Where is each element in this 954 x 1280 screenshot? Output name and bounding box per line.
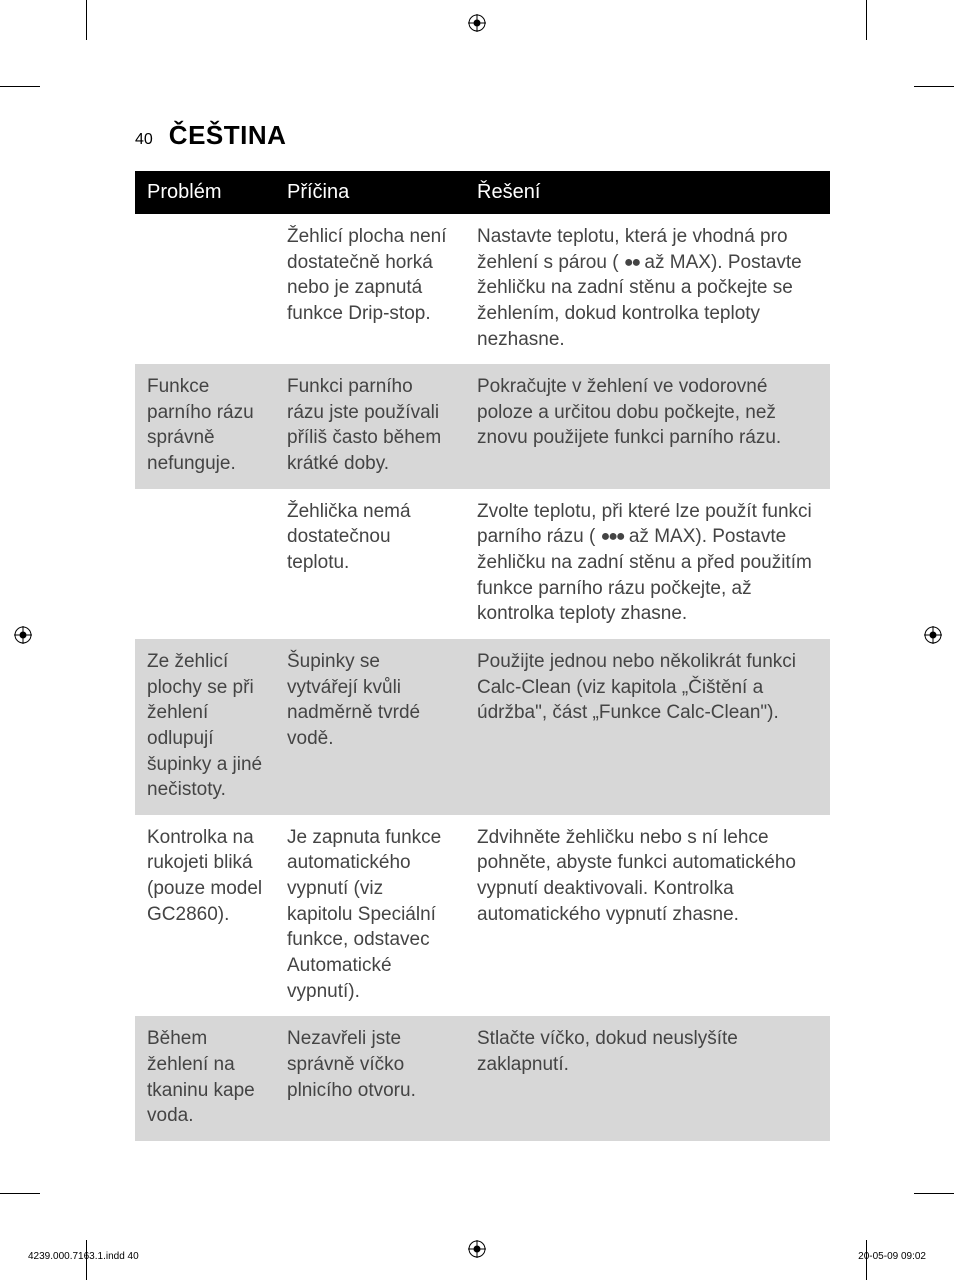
cell-problem <box>135 489 275 639</box>
cell-solution: Zdvihněte žehličku nebo s ní lehce pohně… <box>465 815 830 1016</box>
registration-mark-icon <box>14 626 32 644</box>
cell-problem: Kontrolka na rukojeti bliká (pouze model… <box>135 815 275 1016</box>
cell-cause: Žehlicí plocha není dostatečně horká neb… <box>275 214 465 364</box>
page-content: 40 ČEŠTINA Problém Příčina Řešení Žehlic… <box>135 120 830 1141</box>
registration-mark-icon <box>468 14 486 32</box>
crop-mark <box>86 0 87 40</box>
table-row: Funkce parního rázu správně nefunguje.Fu… <box>135 364 830 489</box>
footer-filename: 4239.000.7163.1.indd 40 <box>28 1251 139 1262</box>
page-title: ČEŠTINA <box>169 120 287 151</box>
crop-mark <box>866 0 867 40</box>
temperature-dots-icon: ●●● <box>601 528 624 545</box>
crop-mark <box>914 86 954 87</box>
cell-problem <box>135 214 275 364</box>
table-row: Žehlička nemá dostatečnou teplotu.Zvolte… <box>135 489 830 639</box>
cell-problem: Během žehlení na tkaninu kape voda. <box>135 1016 275 1141</box>
cell-solution: Nastavte teplotu, která je vhodná pro že… <box>465 214 830 364</box>
col-header-cause: Příčina <box>275 171 465 214</box>
cell-problem: Funkce parního rázu správně nefunguje. <box>135 364 275 489</box>
table-row: Kontrolka na rukojeti bliká (pouze model… <box>135 815 830 1016</box>
cell-cause: Je zapnuta funkce automatického vypnutí … <box>275 815 465 1016</box>
crop-mark <box>0 86 40 87</box>
cell-solution: Zvolte teplotu, při které lze použít fun… <box>465 489 830 639</box>
col-header-solution: Řešení <box>465 171 830 214</box>
cell-solution: Pokračujte v žehlení ve vodorovné poloze… <box>465 364 830 489</box>
page-header: 40 ČEŠTINA <box>135 120 830 151</box>
temperature-dots-icon: ●● <box>624 254 639 271</box>
crop-mark <box>0 1193 40 1194</box>
cell-cause: Šupinky se vytvářejí kvůli nadměrně tvrd… <box>275 639 465 815</box>
footer-timestamp: 20-05-09 09:02 <box>858 1251 926 1262</box>
page-number: 40 <box>135 131 153 149</box>
crop-mark <box>914 1193 954 1194</box>
cell-problem: Ze žehlicí plochy se při žehlení odlupuj… <box>135 639 275 815</box>
table-row: Žehlicí plocha není dostatečně horká neb… <box>135 214 830 364</box>
table-row: Během žehlení na tkaninu kape voda.Nezav… <box>135 1016 830 1141</box>
troubleshooting-table: Problém Příčina Řešení Žehlicí plocha ne… <box>135 171 830 1141</box>
registration-mark-icon <box>924 626 942 644</box>
cell-solution: Stlačte víčko, dokud neuslyšíte zaklapnu… <box>465 1016 830 1141</box>
cell-cause: Žehlička nemá dostatečnou teplotu. <box>275 489 465 639</box>
cell-cause: Nezavřeli jste správně víčko plnicího ot… <box>275 1016 465 1141</box>
print-footer: 4239.000.7163.1.indd 40 20-05-09 09:02 <box>28 1251 926 1262</box>
cell-solution: Použijte jednou nebo několikrát funkci C… <box>465 639 830 815</box>
cell-cause: Funkci parního rázu jste používali příli… <box>275 364 465 489</box>
table-header-row: Problém Příčina Řešení <box>135 171 830 214</box>
table-row: Ze žehlicí plochy se při žehlení odlupuj… <box>135 639 830 815</box>
col-header-problem: Problém <box>135 171 275 214</box>
